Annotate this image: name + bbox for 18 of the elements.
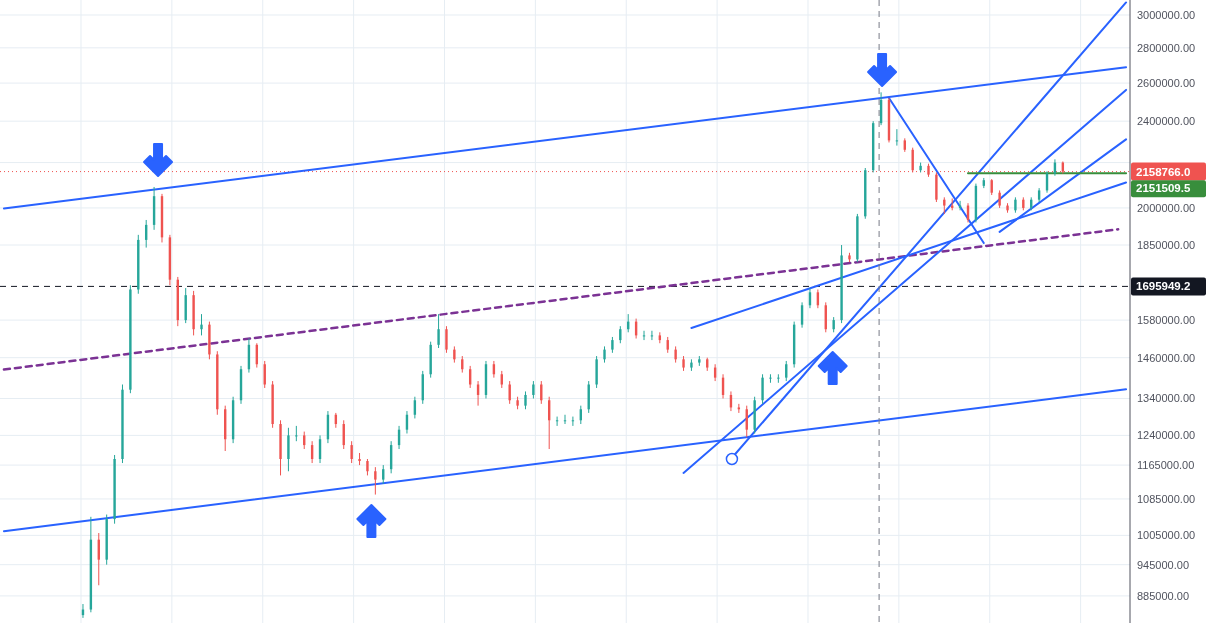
y-tick-label: 2800000.00 [1137,41,1196,54]
ref-line-label: 1695949.2 [1136,280,1191,293]
y-tick-label: 945000.00 [1137,558,1189,571]
ref-line-label: 2158766.0 [1136,165,1191,178]
y-tick-label: 1165000.00 [1137,458,1195,471]
y-tick-label: 1005000.00 [1137,529,1196,542]
y-tick-label: 1340000.00 [1137,392,1196,405]
y-tick-label: 885000.00 [1137,589,1189,602]
y-tick-label: 2000000.00 [1137,201,1196,214]
y-tick-label: 1850000.00 [1137,238,1196,251]
y-tick-label: 1580000.00 [1137,313,1196,326]
y-tick-label: 1240000.00 [1137,429,1196,442]
text: 2151509.5 [1136,182,1191,195]
y-tick-label: 1460000.00 [1137,351,1196,364]
y-tick-label: 2400000.00 [1137,115,1196,128]
y-tick-label: 2600000.00 [1137,76,1196,89]
y-tick-label: 3000000.00 [1137,8,1196,21]
y-tick-label: 1085000.00 [1137,492,1196,505]
